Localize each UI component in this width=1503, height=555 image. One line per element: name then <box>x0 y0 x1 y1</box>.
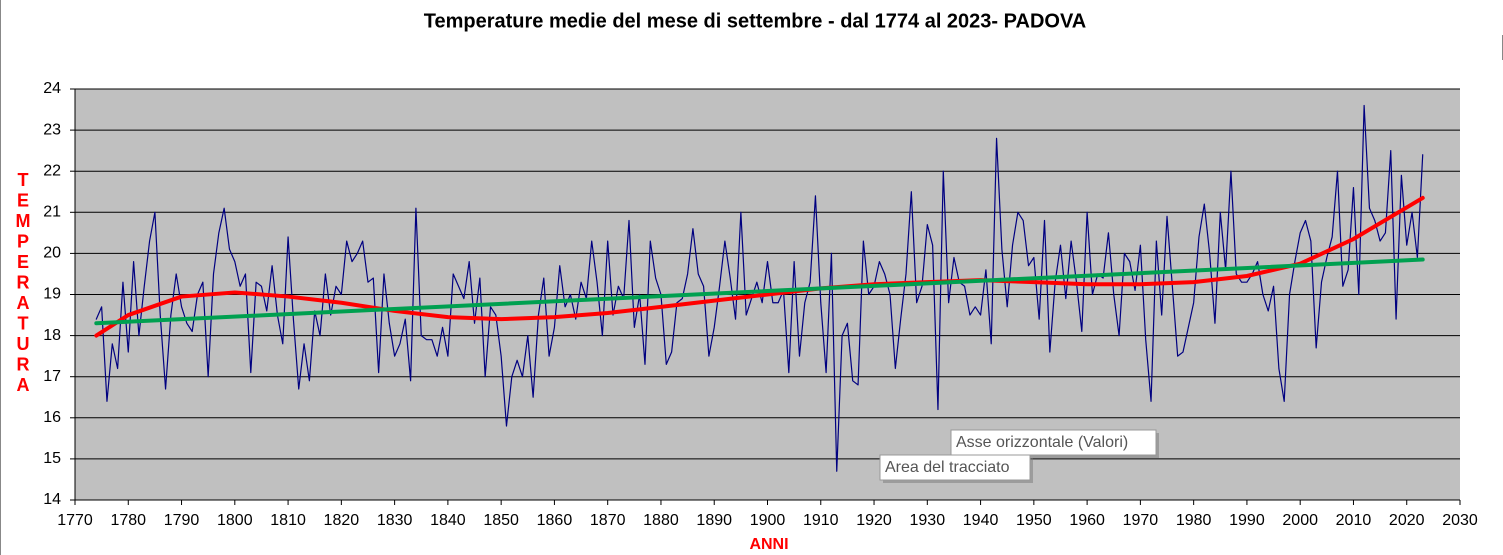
x-tick-label: 1950 <box>1016 512 1052 529</box>
tooltip-box <box>950 429 1157 456</box>
x-tick-label: 1820 <box>324 512 360 529</box>
y-tick-label: 24 <box>43 80 61 97</box>
x-tick-label: 1790 <box>164 512 200 529</box>
x-tick-label: 1840 <box>430 512 466 529</box>
x-tick-label: 2020 <box>1389 512 1425 529</box>
trend-line <box>94 257 1425 326</box>
x-tick-label: 1940 <box>963 512 999 529</box>
x-tick-label: 1830 <box>377 512 413 529</box>
x-tick-label: 2030 <box>1442 512 1478 529</box>
x-tick-label: 1900 <box>750 512 786 529</box>
x-tick-label: 1870 <box>590 512 626 529</box>
y-axis-label: TEMPERATURA <box>13 170 33 396</box>
y-tick-label: 19 <box>43 286 61 303</box>
y-tick-label: 17 <box>43 368 61 385</box>
x-tick-label: 1800 <box>217 512 253 529</box>
x-tick-label: 1920 <box>856 512 892 529</box>
tooltip-box <box>879 454 1031 481</box>
x-tick-label: 1970 <box>1123 512 1159 529</box>
x-tick-label: 2010 <box>1336 512 1372 529</box>
x-axis-label: ANNI <box>749 536 788 553</box>
y-tick-label: 14 <box>43 491 61 508</box>
x-tick-label: 1980 <box>1176 512 1212 529</box>
y-tick-label: 23 <box>43 121 61 138</box>
tooltip-text: Asse orizzontale (Valori) <box>956 434 1128 451</box>
chart-title: Temperature medie del mese di settembre … <box>424 10 1087 32</box>
x-tick-label: 1780 <box>110 512 146 529</box>
y-tick-label: 15 <box>43 450 61 467</box>
x-tick-label: 1770 <box>57 512 93 529</box>
tooltip-text: Area del tracciato <box>885 459 1010 476</box>
trend-line <box>94 195 1425 338</box>
x-tick-label: 1880 <box>643 512 679 529</box>
x-tick-label: 2000 <box>1282 512 1318 529</box>
y-tick-label: 20 <box>43 245 61 262</box>
y-tick-label: 22 <box>43 162 61 179</box>
x-tick-label: 1860 <box>537 512 573 529</box>
x-tick-label: 1960 <box>1069 512 1105 529</box>
x-tick-label: 1850 <box>483 512 519 529</box>
y-tick-label: 16 <box>43 409 61 426</box>
x-tick-label: 1930 <box>910 512 946 529</box>
x-tick-label: 1910 <box>803 512 839 529</box>
x-tick-label: 1810 <box>270 512 306 529</box>
y-tick-label: 18 <box>43 327 61 344</box>
x-tick-label: 1890 <box>696 512 732 529</box>
x-tick-label: 1990 <box>1229 512 1265 529</box>
y-tick-label: 21 <box>43 204 61 221</box>
